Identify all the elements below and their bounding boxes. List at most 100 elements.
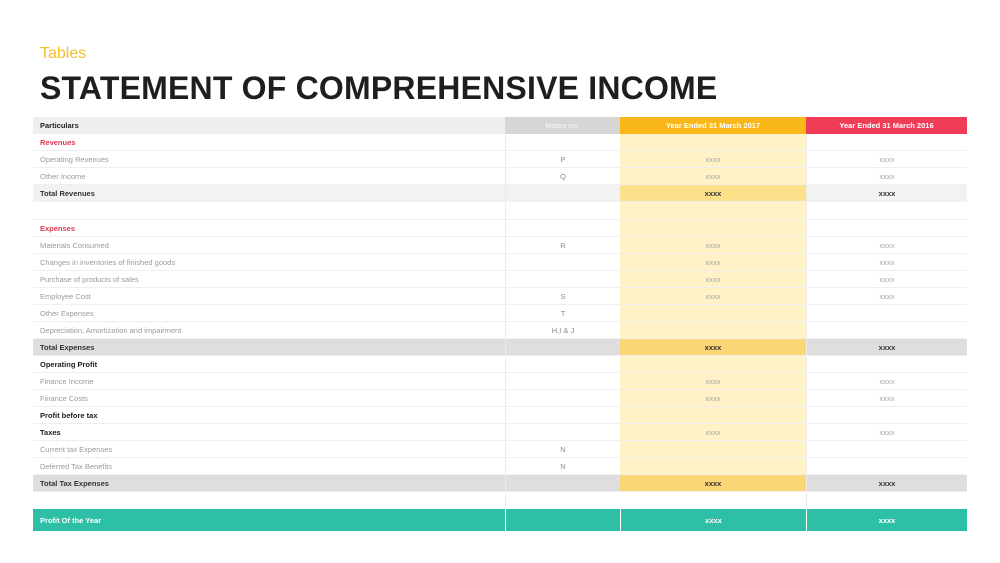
- year-2017-cell: [620, 492, 806, 509]
- year-2016-cell: xxxx: [806, 373, 967, 389]
- particulars-cell: Revenues: [40, 137, 76, 147]
- year-2017-cell: xxxx: [620, 271, 806, 287]
- header-notes: Notes no.: [505, 117, 620, 134]
- year-2017-cell: xxxx: [620, 254, 806, 270]
- table-row: Total Tax Expenses xxxx xxxx: [33, 475, 967, 492]
- notes-cell: [505, 407, 620, 423]
- year-2017-cell: xxxx: [620, 151, 806, 167]
- header-year-2017: Year Ended 31 March 2017: [620, 117, 806, 134]
- table-row: Profit before tax: [33, 407, 967, 424]
- table-row: Finance Income xxxx xxxx: [33, 373, 967, 390]
- year-2016-cell: [806, 322, 967, 338]
- year-2016-cell: xxxx: [806, 237, 967, 253]
- notes-cell: N: [505, 441, 620, 457]
- year-2016-cell: xxxx: [806, 151, 967, 167]
- year-2016-cell: xxxx: [806, 509, 967, 531]
- table-row: Other Expenses T: [33, 305, 967, 322]
- particulars-cell: Total Tax Expenses: [40, 478, 109, 488]
- notes-cell: P: [505, 151, 620, 167]
- year-2017-cell: xxxx: [620, 237, 806, 253]
- year-2017-cell: [620, 441, 806, 457]
- slide-title: STATEMENT OF COMPREHENSIVE INCOME: [40, 70, 718, 106]
- year-2016-cell: xxxx: [806, 339, 967, 355]
- table-row: Deferred Tax Benefits N: [33, 458, 967, 475]
- year-2017-cell: xxxx: [620, 339, 806, 355]
- particulars-cell: Finance Costs: [40, 393, 88, 403]
- table-row: Taxes xxxx xxxx: [33, 424, 967, 441]
- year-2016-cell: [806, 441, 967, 457]
- particulars-cell: Changes in inventories of finished goods: [40, 257, 176, 267]
- notes-cell: [505, 424, 620, 440]
- year-2017-cell: xxxx: [620, 168, 806, 184]
- header-particulars: Particulars: [33, 117, 505, 134]
- table-row: Current tax Expenses N: [33, 441, 967, 458]
- particulars-cell: Deferred Tax Benefits: [40, 461, 112, 471]
- notes-cell: [505, 271, 620, 287]
- year-2016-cell: [806, 458, 967, 474]
- year-2016-cell: xxxx: [806, 254, 967, 270]
- notes-cell: H,I & J: [505, 322, 620, 338]
- year-2016-cell: xxxx: [806, 185, 967, 201]
- table-row: Operating Profit: [33, 356, 967, 373]
- year-2017-cell: xxxx: [620, 373, 806, 389]
- notes-cell: [505, 254, 620, 270]
- notes-cell: N: [505, 458, 620, 474]
- particulars-cell: [33, 202, 505, 219]
- particulars-cell: Purchase of products of sales: [40, 274, 139, 284]
- year-2017-cell: xxxx: [620, 475, 806, 491]
- table-row: Purchase of products of sales xxxx xxxx: [33, 271, 967, 288]
- year-2016-cell: [806, 492, 967, 509]
- notes-cell: [505, 134, 620, 150]
- table-row: Finance Costs xxxx xxxx: [33, 390, 967, 407]
- year-2016-cell: [806, 407, 967, 423]
- year-2017-cell: xxxx: [620, 390, 806, 406]
- year-2017-cell: [620, 458, 806, 474]
- table-row: Expenses: [33, 220, 967, 237]
- notes-cell: [505, 390, 620, 406]
- notes-cell: T: [505, 305, 620, 321]
- year-2016-cell: xxxx: [806, 475, 967, 491]
- year-2016-cell: [806, 356, 967, 372]
- particulars-cell: Total Expenses: [40, 342, 95, 352]
- particulars-cell: Current tax Expenses: [40, 444, 113, 454]
- table-row: [33, 492, 967, 509]
- year-2017-cell: [620, 202, 806, 219]
- notes-cell: R: [505, 237, 620, 253]
- notes-cell: [505, 185, 620, 201]
- table-row: Changes in inventories of finished goods…: [33, 254, 967, 271]
- notes-cell: [505, 356, 620, 372]
- year-2016-cell: xxxx: [806, 288, 967, 304]
- year-2016-cell: [806, 220, 967, 236]
- particulars-cell: Operating Profit: [40, 359, 98, 369]
- slide-kicker: Tables: [40, 45, 87, 62]
- year-2017-cell: [620, 407, 806, 423]
- particulars-cell: Depreciation, Amortization and impairmen…: [40, 325, 182, 335]
- particulars-cell: Finance Income: [40, 376, 94, 386]
- table-row: Revenues: [33, 134, 967, 151]
- notes-cell: [505, 509, 620, 531]
- year-2017-cell: xxxx: [620, 509, 806, 531]
- particulars-cell: Materials Consumed: [40, 240, 109, 250]
- particulars-cell: [33, 492, 505, 509]
- table-row: [33, 202, 967, 220]
- notes-cell: Q: [505, 168, 620, 184]
- year-2017-cell: xxxx: [620, 288, 806, 304]
- year-2017-cell: [620, 322, 806, 338]
- year-2017-cell: xxxx: [620, 185, 806, 201]
- particulars-cell: Other Expenses: [40, 308, 94, 318]
- year-2016-cell: [806, 202, 967, 219]
- table-row: Depreciation, Amortization and impairmen…: [33, 322, 967, 339]
- notes-cell: [505, 339, 620, 355]
- particulars-cell: Other Income: [40, 171, 86, 181]
- year-2016-cell: xxxx: [806, 168, 967, 184]
- table-row: Total Revenues xxxx xxxx: [33, 185, 967, 202]
- year-2016-cell: xxxx: [806, 390, 967, 406]
- profit-row: Profit Of the Year xxxx xxxx: [33, 509, 967, 531]
- notes-cell: [505, 492, 620, 509]
- year-2016-cell: [806, 305, 967, 321]
